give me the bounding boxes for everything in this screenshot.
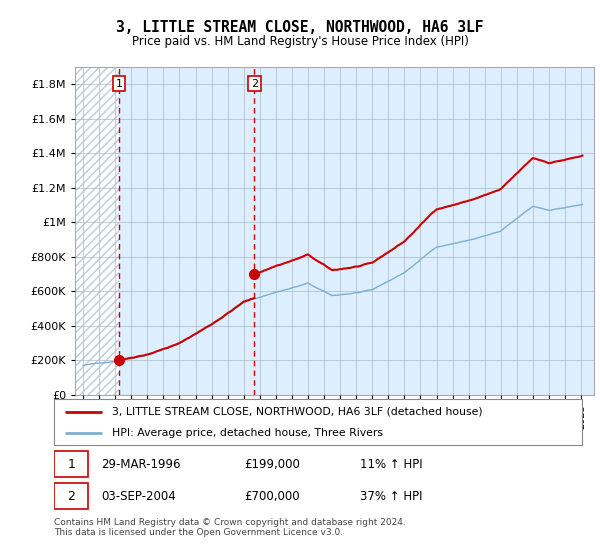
Text: 1: 1 [115,78,122,88]
Text: 29-MAR-1996: 29-MAR-1996 [101,458,181,471]
Bar [75,67,119,395]
Text: 03-SEP-2004: 03-SEP-2004 [101,489,176,503]
Text: 3, LITTLE STREAM CLOSE, NORTHWOOD, HA6 3LF: 3, LITTLE STREAM CLOSE, NORTHWOOD, HA6 3… [116,20,484,35]
Text: 2: 2 [67,489,75,503]
Text: Price paid vs. HM Land Registry's House Price Index (HPI): Price paid vs. HM Land Registry's House … [131,35,469,48]
Bar [54,451,88,477]
Text: Contains HM Land Registry data © Crown copyright and database right 2024.
This d: Contains HM Land Registry data © Crown c… [54,518,406,538]
Text: HPI: Average price, detached house, Three Rivers: HPI: Average price, detached house, Thre… [112,428,383,438]
Bar [54,483,88,509]
Text: 11% ↑ HPI: 11% ↑ HPI [360,458,423,471]
Text: 37% ↑ HPI: 37% ↑ HPI [360,489,423,503]
Bar [75,67,119,395]
Text: 1: 1 [67,458,75,471]
Text: 3, LITTLE STREAM CLOSE, NORTHWOOD, HA6 3LF (detached house): 3, LITTLE STREAM CLOSE, NORTHWOOD, HA6 3… [112,407,483,417]
Text: 2: 2 [251,78,258,88]
Text: £199,000: £199,000 [244,458,300,471]
Text: £700,000: £700,000 [244,489,300,503]
